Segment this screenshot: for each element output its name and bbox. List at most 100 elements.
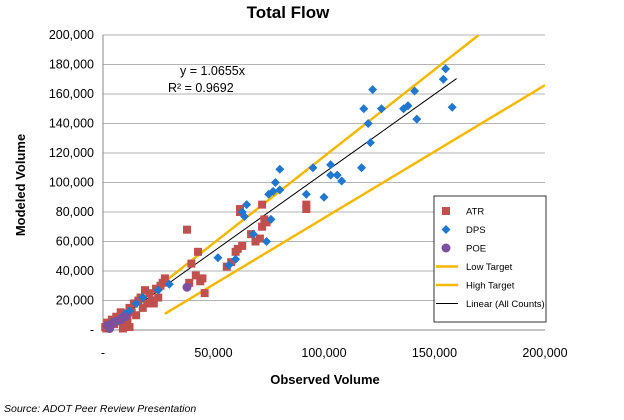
- legend-marker-poe: [441, 243, 451, 253]
- gridlines: [103, 34, 545, 301]
- data-point-dps: [270, 178, 280, 187]
- data-point-atr: [258, 200, 267, 209]
- data-point-dps: [275, 164, 285, 174]
- data-point-dps: [237, 207, 247, 217]
- data-point-dps: [368, 85, 378, 95]
- data-point-atr: [198, 274, 207, 283]
- x-tick-label: 150,000: [412, 346, 457, 360]
- x-axis-ticks: - 50,000 100,000 150,000 200,000: [101, 346, 568, 360]
- data-point-dps: [410, 86, 420, 96]
- data-point-atr: [231, 247, 240, 256]
- equation-line-1: y = 1.0655x: [180, 64, 246, 78]
- legend-marker-atr: [442, 207, 450, 215]
- total-flow-chart: Total Flow 20,000 40,000 60,000 80,000 100,0…: [13, 3, 568, 387]
- data-point-atr: [138, 303, 147, 312]
- data-point-atr: [227, 258, 236, 267]
- data-point-dps: [242, 200, 252, 210]
- series-line-low-target: [164, 84, 545, 315]
- data-point-dps: [363, 119, 373, 128]
- data-point-dps: [447, 102, 457, 112]
- data-point-atr: [125, 323, 134, 332]
- data-point-dps: [224, 260, 234, 270]
- data-point-dps: [412, 114, 422, 124]
- data-point-dps: [357, 163, 367, 173]
- y-tick-label: 180,000: [49, 58, 94, 72]
- legend: ATR DPS POE Low Target High Target Linear (Al…: [433, 195, 547, 323]
- data-point-dps: [275, 185, 285, 195]
- legend-label-poe: POE: [466, 244, 486, 255]
- x-tick-label: 200,000: [522, 346, 567, 360]
- data-point-atr: [238, 241, 247, 250]
- equation-line-2: R² = 0.9692: [168, 81, 234, 95]
- data-point-dps: [301, 189, 311, 199]
- data-point-dps: [308, 163, 318, 173]
- y-tick-label: 40,000: [56, 264, 94, 278]
- legend-label-atr: ATR: [466, 207, 484, 218]
- data-point-dps: [376, 104, 386, 114]
- data-point-dps: [326, 160, 336, 170]
- data-point-atr: [140, 286, 149, 295]
- legend-label-high-target: High Target: [466, 281, 515, 292]
- y-tick-label: 80,000: [56, 205, 94, 219]
- legend-label-dps: DPS: [466, 225, 486, 236]
- data-point-atr: [154, 293, 163, 302]
- y-tick-label: 140,000: [49, 117, 94, 131]
- data-point-atr: [156, 281, 165, 290]
- y-axis-ticks: 20,000 40,000 60,000 80,000 100,000 120,000 14…: [49, 28, 94, 337]
- data-point-atr: [258, 222, 267, 231]
- data-point-atr: [187, 259, 196, 268]
- data-point-dps: [441, 64, 451, 74]
- data-point-atr: [143, 299, 152, 308]
- x-axis-title: Observed Volume: [270, 372, 380, 387]
- chart-title: Total Flow: [247, 3, 331, 22]
- data-point-dps: [365, 138, 375, 148]
- data-point-atr: [185, 278, 194, 287]
- data-point-poe: [182, 282, 192, 292]
- y-tick-label: 160,000: [49, 87, 94, 101]
- data-markers: [101, 64, 457, 334]
- data-point-dps: [231, 254, 241, 264]
- source-note: Source: ADOT Peer Review Presentation: [4, 403, 197, 415]
- data-point-dps: [248, 229, 258, 239]
- data-point-atr: [191, 271, 200, 280]
- data-point-poe: [120, 312, 130, 322]
- data-point-poe: [105, 324, 115, 334]
- data-point-dps: [319, 192, 329, 202]
- data-point-atr: [145, 289, 154, 298]
- data-point-dps: [337, 176, 347, 186]
- data-point-dps: [326, 170, 336, 180]
- data-point-atr: [118, 324, 127, 333]
- data-point-atr: [194, 247, 203, 256]
- data-point-dps: [266, 214, 276, 224]
- y-tick-label-zero: -: [90, 323, 94, 337]
- y-tick-label: 100,000: [49, 176, 94, 190]
- y-axis-title: Modeled Volume: [13, 134, 28, 236]
- y-tick-label: 60,000: [56, 235, 94, 249]
- legend-label-low-target: Low Target: [466, 262, 513, 273]
- data-point-atr: [149, 299, 158, 308]
- data-point-dps: [213, 253, 223, 263]
- data-point-dps: [164, 279, 174, 289]
- x-tick-label: 100,000: [301, 346, 346, 360]
- data-point-atr: [132, 311, 141, 320]
- y-tick-label: 20,000: [56, 294, 94, 308]
- data-point-atr: [134, 296, 143, 305]
- data-point-dps: [438, 74, 448, 84]
- data-point-dps: [131, 298, 141, 308]
- y-tick-label: 120,000: [49, 146, 94, 160]
- legend-label-linear-all-counts: Linear (All Counts): [466, 299, 545, 310]
- data-point-dps: [264, 189, 274, 199]
- data-point-atr: [116, 308, 125, 317]
- data-point-dps: [262, 237, 272, 246]
- data-point-dps: [125, 306, 135, 316]
- data-point-atr: [123, 318, 132, 327]
- x-tick-label-zero: -: [101, 346, 105, 360]
- legend-marker-dps: [441, 225, 451, 234]
- data-point-atr: [160, 274, 169, 283]
- data-point-dps: [153, 285, 163, 295]
- data-point-atr: [302, 200, 311, 209]
- data-point-dps: [359, 104, 369, 114]
- data-point-dps: [138, 293, 148, 303]
- data-point-dps: [332, 170, 342, 180]
- data-point-atr: [302, 205, 311, 214]
